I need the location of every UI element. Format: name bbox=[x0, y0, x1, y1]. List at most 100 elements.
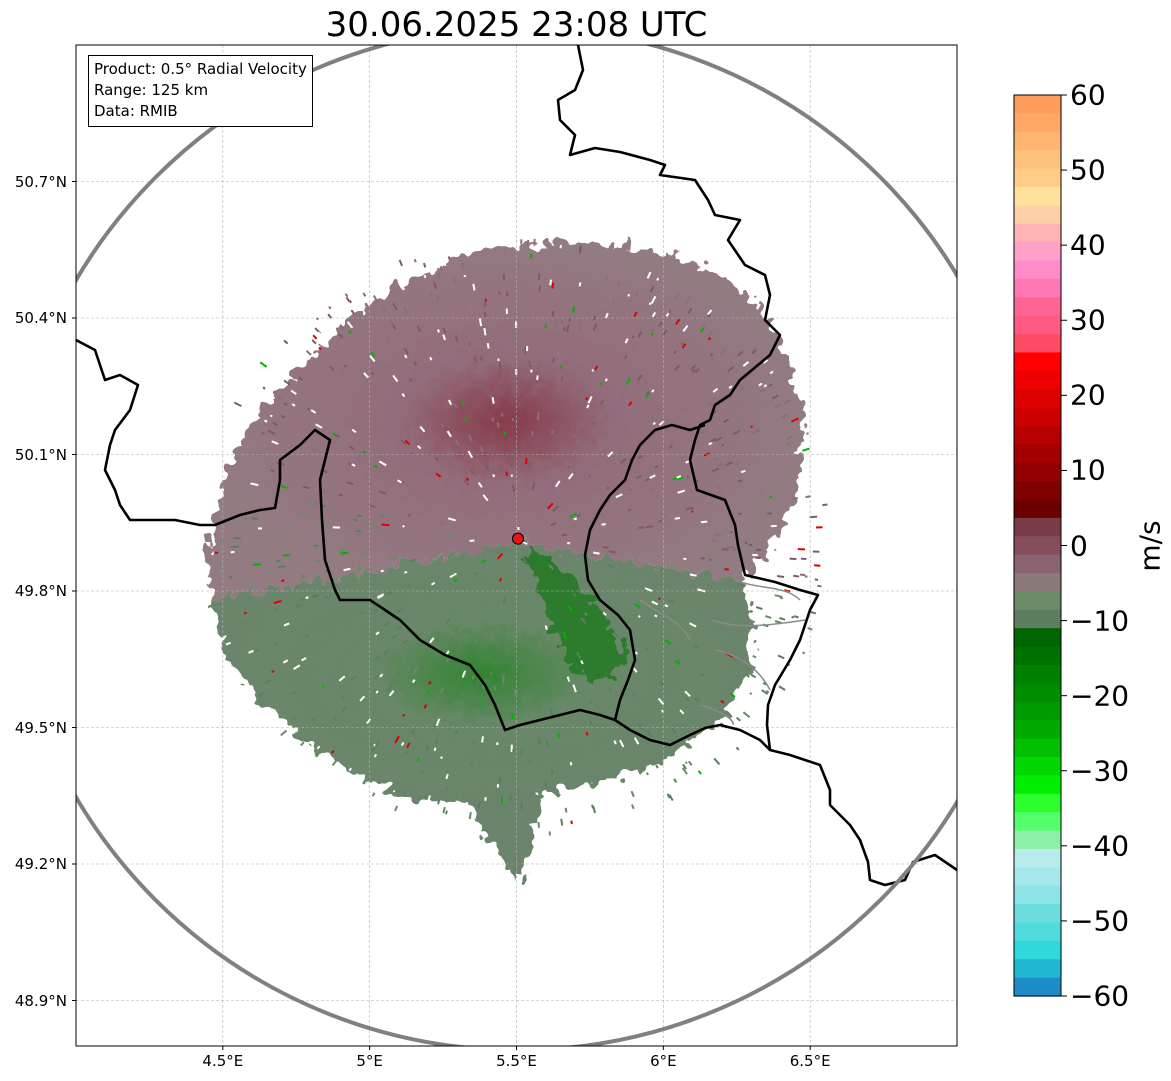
colorbar-tick-label: −30 bbox=[1070, 754, 1130, 788]
echo-speckle bbox=[654, 566, 660, 570]
echo-speckle bbox=[311, 594, 319, 599]
echo-speckle bbox=[689, 622, 697, 628]
echo-speckle bbox=[568, 372, 573, 379]
echo-speckle bbox=[231, 545, 239, 548]
echo-speckle bbox=[645, 772, 649, 776]
echo-speckle bbox=[540, 625, 543, 629]
echo-speckle bbox=[262, 613, 271, 618]
echo-speckle bbox=[606, 800, 610, 805]
echo-speckle bbox=[372, 295, 379, 303]
echo-speckle bbox=[239, 609, 247, 614]
echo-speckle bbox=[301, 656, 307, 662]
echo-speckle bbox=[613, 435, 618, 440]
echo-speckle bbox=[379, 673, 384, 678]
echo-speckle bbox=[338, 333, 344, 339]
echo-speckle bbox=[752, 553, 758, 557]
echo-speckle bbox=[767, 512, 772, 515]
echo-speckle bbox=[544, 324, 547, 328]
echo-speckle bbox=[331, 760, 337, 767]
echo-speckle bbox=[453, 403, 458, 408]
echo-speckle bbox=[302, 485, 310, 490]
echo-speckle bbox=[809, 515, 818, 519]
echo-speckle bbox=[473, 355, 477, 364]
echo-speckle bbox=[711, 539, 718, 542]
echo-speckle bbox=[721, 443, 725, 447]
echo-speckle bbox=[752, 654, 757, 659]
echo-speckle bbox=[512, 484, 515, 493]
echo-speckle bbox=[659, 512, 663, 515]
echo-speckle bbox=[516, 789, 519, 794]
echo-speckle bbox=[638, 526, 645, 529]
echo-speckle bbox=[283, 622, 290, 627]
echo-speckle bbox=[604, 312, 609, 319]
echo-speckle bbox=[601, 309, 605, 313]
echo-speckle bbox=[423, 274, 427, 279]
echo-speckle bbox=[310, 447, 318, 452]
echo-speckle bbox=[612, 711, 616, 715]
echo-speckle bbox=[486, 343, 490, 349]
echo-speckle bbox=[360, 611, 365, 615]
echo-speckle bbox=[272, 421, 278, 426]
echo-speckle bbox=[273, 607, 277, 611]
echo-speckle bbox=[631, 335, 635, 339]
echo-speckle bbox=[283, 379, 291, 386]
echo-speckle bbox=[320, 394, 325, 398]
echo-speckle bbox=[569, 761, 573, 766]
echo-speckle bbox=[450, 636, 455, 641]
echo-speckle bbox=[566, 324, 570, 333]
echo-speckle bbox=[407, 489, 415, 494]
echo-speckle bbox=[353, 602, 360, 607]
echo-speckle bbox=[310, 409, 317, 414]
echo-speckle bbox=[559, 244, 563, 249]
echo-speckle bbox=[644, 389, 648, 393]
echo-speckle bbox=[241, 622, 245, 626]
echo-speckle bbox=[510, 463, 513, 467]
echo-speckle bbox=[655, 494, 659, 498]
echo-speckle bbox=[748, 544, 753, 547]
echo-speckle bbox=[348, 299, 353, 304]
echo-speckle bbox=[362, 553, 368, 556]
echo-speckle bbox=[339, 323, 345, 331]
echo-speckle bbox=[606, 486, 610, 490]
echo-speckle bbox=[723, 418, 730, 424]
echo-speckle bbox=[370, 351, 376, 358]
echo-speckle bbox=[349, 327, 354, 332]
echo-speckle bbox=[498, 371, 501, 379]
echo-speckle bbox=[681, 407, 685, 411]
echo-speckle bbox=[454, 439, 460, 447]
echo-speckle bbox=[572, 377, 576, 382]
echo-speckle bbox=[737, 350, 744, 357]
echo-speckle bbox=[311, 339, 317, 345]
echo-speckle bbox=[403, 306, 409, 314]
info-data-source: Data: RMIB bbox=[94, 102, 178, 120]
echo-speckle bbox=[554, 318, 558, 323]
echo-speckle bbox=[651, 328, 655, 333]
echo-speckle bbox=[373, 743, 377, 747]
echo-speckle bbox=[707, 337, 712, 341]
echo-speckle bbox=[637, 690, 644, 698]
echo-speckle bbox=[341, 706, 347, 712]
echo-speckle bbox=[709, 352, 714, 357]
echo-speckle bbox=[403, 347, 409, 355]
echo-speckle bbox=[406, 666, 411, 671]
echo-speckle bbox=[350, 309, 355, 315]
echo-speckle bbox=[257, 527, 263, 530]
echo-speckle bbox=[809, 610, 817, 615]
country-borders bbox=[76, 45, 957, 887]
echo-speckle bbox=[474, 474, 480, 483]
echo-speckle bbox=[378, 490, 387, 495]
colorbar-segment bbox=[1014, 425, 1061, 445]
echo-speckle bbox=[472, 283, 476, 291]
echo-speckle bbox=[449, 572, 457, 579]
echo-speckle bbox=[415, 657, 422, 664]
echo-speckle bbox=[735, 716, 741, 722]
echo-speckle bbox=[298, 376, 303, 381]
echo-speckle bbox=[473, 711, 476, 716]
echo-speckle bbox=[445, 810, 448, 814]
echo-speckle bbox=[500, 796, 504, 804]
echo-speckle bbox=[473, 571, 478, 576]
echo-speckle bbox=[687, 760, 693, 766]
echo-speckle bbox=[732, 548, 738, 552]
echo-speckle bbox=[791, 615, 795, 619]
echo-speckle bbox=[374, 608, 378, 612]
